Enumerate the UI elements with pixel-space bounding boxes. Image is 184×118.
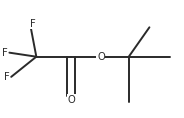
Text: O: O [97,52,105,62]
Text: F: F [29,19,35,29]
Text: F: F [4,72,10,82]
Text: O: O [68,95,75,105]
Text: F: F [2,48,7,58]
